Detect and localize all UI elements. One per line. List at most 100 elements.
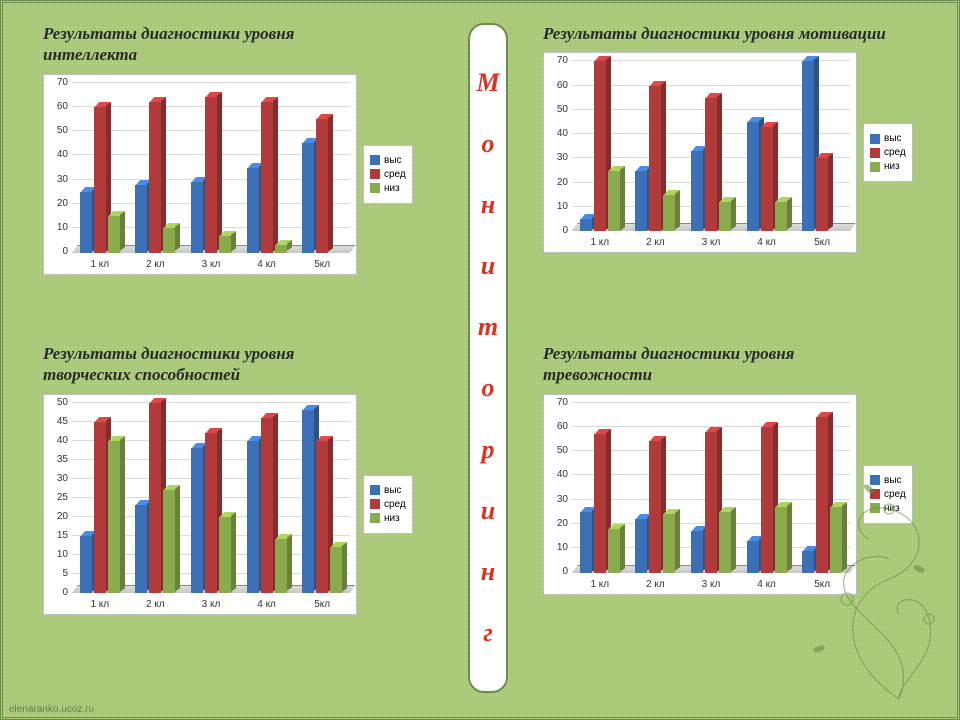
bar-mid [761,127,773,231]
legend-swatch-low [370,513,380,523]
center-title-letter: о [482,131,495,157]
legend-label: выс [384,485,402,496]
bar-low [775,507,787,573]
x-label: 1 кл [72,259,128,270]
legend: выс сред низ [363,145,413,204]
legend-swatch-low [370,183,380,193]
legend-label: низ [384,183,400,194]
legend-swatch-high [870,134,880,144]
bar-group [183,403,239,593]
bar-low [330,547,342,593]
legend-swatch-low [870,162,880,172]
bar-mid [149,102,161,253]
legend-label: выс [884,475,902,486]
chart-title: Результаты диагностики уровня творческих… [43,343,383,386]
bar-high [135,505,147,592]
bar-group [572,417,628,572]
bar-low [663,195,675,231]
bar-group [294,97,350,252]
chart-title: Результаты диагностики уровня мотивации [543,23,903,44]
bar-low [163,228,175,252]
bar-group [572,61,628,231]
bar-low [219,517,231,593]
bar-high [247,441,259,593]
center-title-letter: р [482,437,495,463]
center-title-letter: М [476,70,499,96]
bar-group [739,61,795,231]
legend-swatch-mid [870,489,880,499]
bar-group [239,403,295,593]
x-label: 4 кл [239,259,295,270]
legend-label: низ [384,513,400,524]
x-label: 3 кл [183,599,239,610]
bar-group [628,417,684,572]
chart-box: 0102030405060701 кл2 кл3 кл4 кл5кл [543,52,857,253]
legend-label: низ [884,503,900,514]
bar-mid [94,107,106,253]
bar-high [80,536,92,593]
bar-high [691,151,703,231]
bar-high [747,541,759,573]
center-title-strip: Мониторинг [468,23,508,693]
legend-label: выс [384,155,402,166]
x-label: 4 кл [739,579,795,590]
bar-high [302,143,314,252]
bar-high [80,192,92,253]
bar-mid [594,61,606,231]
bar-mid [816,417,828,572]
bar-high [802,551,814,573]
chart-title: Результаты диагностики уровня тревожност… [543,343,843,386]
legend-label: выс [884,133,902,144]
bar-group [183,97,239,252]
bar-mid [316,119,328,253]
bar-low [719,202,731,231]
x-label: 2 кл [628,237,684,248]
bar-low [775,202,787,231]
bar-high [247,168,259,253]
bar-mid [705,98,717,232]
center-title-letter: н [481,192,495,218]
chart-box: 0102030405060701 кл2 кл3 кл4 кл5кл [43,74,357,275]
bar-high [747,122,759,231]
legend: выс сред низ [363,475,413,534]
bar-mid [261,102,273,253]
legend-swatch-low [870,503,880,513]
center-title-letter: и [481,498,495,524]
bar-group [72,97,128,252]
x-label: 4 кл [239,599,295,610]
x-label: 5кл [294,259,350,270]
panel-motivation: Результаты диагностики уровня мотивации 0… [543,23,913,253]
legend-swatch-high [870,475,880,485]
bar-high [802,61,814,231]
legend: выссредниз [863,123,913,182]
bar-group [239,97,295,252]
center-title-letter: т [478,314,498,340]
legend-label: сред [884,147,906,158]
bar-high [191,448,203,592]
bar-high [580,512,592,573]
bar-low [830,507,842,573]
bar-low [108,216,120,252]
legend-swatch-high [370,485,380,495]
bar-group [294,403,350,593]
bar-group [683,417,739,572]
bar-low [275,539,287,592]
bar-mid [649,86,661,232]
bar-mid [94,422,106,593]
bar-group [128,403,184,593]
watermark: elenaranko.ucoz.ru [9,704,94,715]
chart-title: Результаты диагностики уровня интеллекта [43,23,303,66]
bar-low [663,514,675,572]
bar-high [635,519,647,572]
x-label: 5кл [794,237,850,248]
bar-low [608,171,620,232]
legend-label: сред [384,169,406,180]
x-label: 1 кл [572,579,628,590]
x-label: 2 кл [628,579,684,590]
bar-mid [705,432,717,573]
bar-high [691,531,703,572]
legend-swatch-high [370,155,380,165]
x-label: 3 кл [183,259,239,270]
legend-label: сред [384,499,406,510]
bar-group [628,61,684,231]
